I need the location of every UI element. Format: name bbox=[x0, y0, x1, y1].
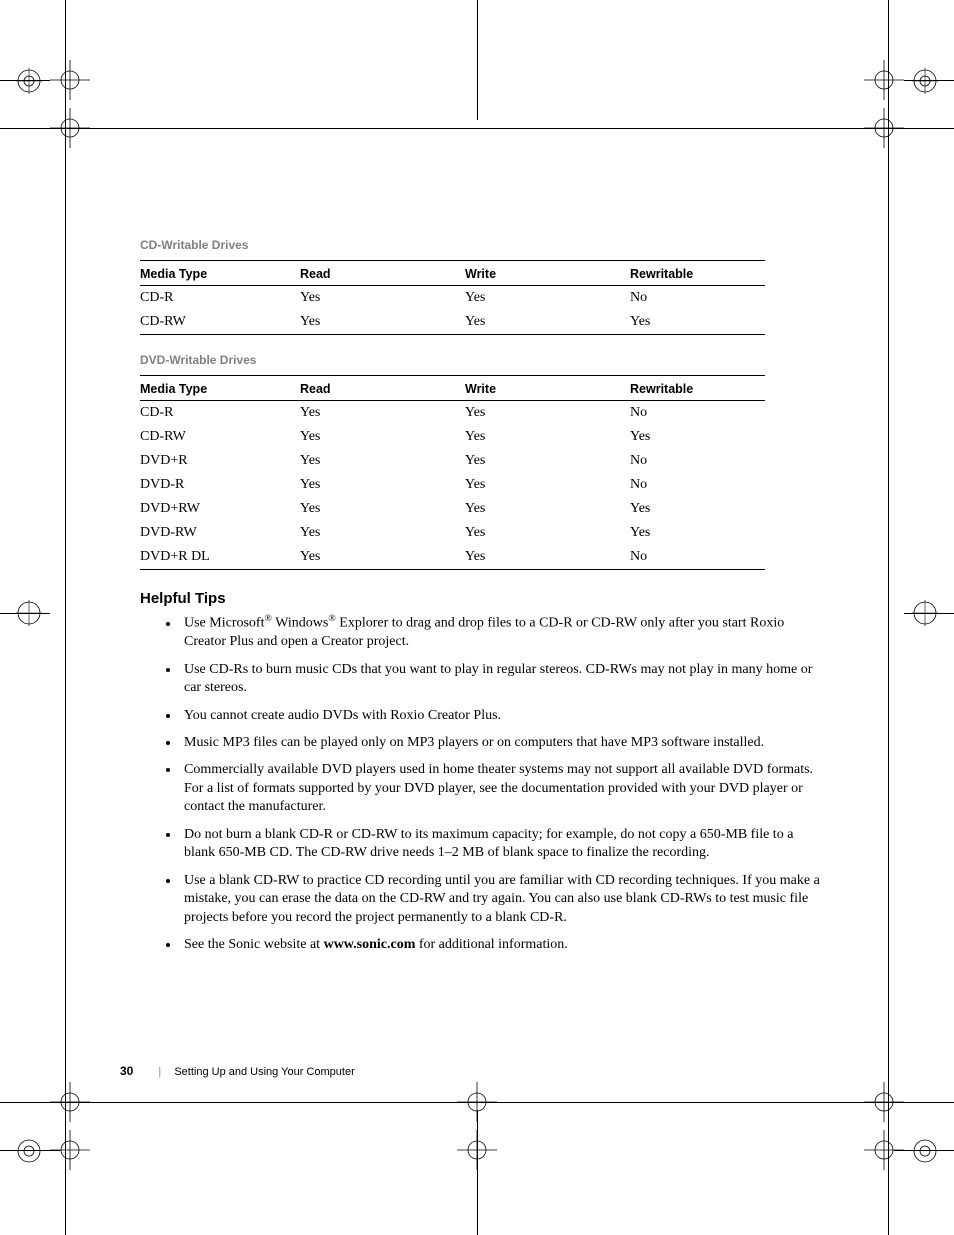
table-cell: Yes bbox=[630, 310, 765, 335]
tip-item: Use CD-Rs to burn music CDs that you wan… bbox=[180, 661, 820, 698]
page-number: 30 bbox=[120, 1064, 133, 1078]
crop-line bbox=[0, 1102, 954, 1103]
crop-line bbox=[904, 80, 954, 81]
tip-item: Do not burn a blank CD-R or CD-RW to its… bbox=[180, 826, 820, 863]
crop-line bbox=[0, 613, 50, 614]
table-row: DVD-RWYesYesYes bbox=[140, 521, 765, 545]
table-cell: Yes bbox=[300, 449, 465, 473]
cd-writable-table: Media Type Read Write Rewritable CD-RYes… bbox=[140, 260, 765, 335]
table-cell: Yes bbox=[630, 425, 765, 449]
table-header: Media Type bbox=[140, 261, 300, 286]
registration-mark-icon bbox=[912, 1138, 938, 1164]
table-cell: Yes bbox=[630, 497, 765, 521]
table-cell: Yes bbox=[300, 425, 465, 449]
tip-item: You cannot create audio DVDs with Roxio … bbox=[180, 707, 820, 725]
table-cell: Yes bbox=[300, 286, 465, 311]
table-cell: Yes bbox=[465, 521, 630, 545]
dvd-writable-table: Media Type Read Write Rewritable CD-RYes… bbox=[140, 375, 765, 570]
table-cell: No bbox=[630, 401, 765, 426]
table-header: Read bbox=[300, 376, 465, 401]
table-cell: Yes bbox=[465, 286, 630, 311]
table-cell: CD-RW bbox=[140, 425, 300, 449]
table-cell: Yes bbox=[300, 473, 465, 497]
crop-line bbox=[477, 0, 478, 120]
tip-item: Music MP3 files can be played only on MP… bbox=[180, 734, 820, 752]
footer-section-title: Setting Up and Using Your Computer bbox=[174, 1066, 354, 1078]
table-title-cd: CD-Writable Drives bbox=[140, 238, 820, 252]
table-cell: DVD+R bbox=[140, 449, 300, 473]
cross-mark-icon bbox=[50, 60, 90, 100]
table-cell: CD-R bbox=[140, 286, 300, 311]
table-row: DVD+R DLYesYesNo bbox=[140, 545, 765, 570]
table-row: CD-RYesYesNo bbox=[140, 401, 765, 426]
table-header: Read bbox=[300, 261, 465, 286]
table-row: DVD+RYesYesNo bbox=[140, 449, 765, 473]
table-row: DVD+RWYesYesYes bbox=[140, 497, 765, 521]
table-header: Rewritable bbox=[630, 261, 765, 286]
table-header: Rewritable bbox=[630, 376, 765, 401]
table-cell: DVD-R bbox=[140, 473, 300, 497]
table-cell: DVD-RW bbox=[140, 521, 300, 545]
table-row: CD-RWYesYesYes bbox=[140, 425, 765, 449]
page-content: CD-Writable Drives Media Type Read Write… bbox=[140, 220, 820, 964]
registration-mark-icon bbox=[912, 68, 938, 94]
tip-item: Use a blank CD-RW to practice CD recordi… bbox=[180, 872, 820, 927]
crop-line bbox=[904, 613, 954, 614]
tip-item: Use Microsoft® Windows® Explorer to drag… bbox=[180, 613, 820, 652]
crop-line bbox=[0, 80, 50, 81]
table-cell: CD-RW bbox=[140, 310, 300, 335]
document-page: CD-Writable Drives Media Type Read Write… bbox=[0, 0, 954, 1235]
table-cell: Yes bbox=[300, 310, 465, 335]
table-cell: No bbox=[630, 449, 765, 473]
table-cell: Yes bbox=[465, 497, 630, 521]
table-cell: Yes bbox=[465, 401, 630, 426]
tips-list: Use Microsoft® Windows® Explorer to drag… bbox=[140, 613, 820, 955]
crop-line bbox=[888, 0, 889, 1235]
table-header: Write bbox=[465, 376, 630, 401]
table-cell: CD-R bbox=[140, 401, 300, 426]
table-row: CD-RYesYesNo bbox=[140, 286, 765, 311]
table-row: DVD-RYesYesNo bbox=[140, 473, 765, 497]
registration-mark-icon bbox=[16, 1138, 42, 1164]
table-title-dvd: DVD-Writable Drives bbox=[140, 353, 820, 367]
table-cell: Yes bbox=[300, 545, 465, 570]
cross-mark-icon bbox=[864, 60, 904, 100]
footer-separator: | bbox=[158, 1066, 161, 1078]
table-cell: Yes bbox=[300, 521, 465, 545]
table-cell: Yes bbox=[465, 449, 630, 473]
table-cell: Yes bbox=[465, 545, 630, 570]
crop-line bbox=[894, 1150, 954, 1151]
table-cell: Yes bbox=[465, 425, 630, 449]
page-footer: 30 | Setting Up and Using Your Computer bbox=[120, 1064, 355, 1078]
table-cell: Yes bbox=[465, 310, 630, 335]
tip-item: See the Sonic website at www.sonic.com f… bbox=[180, 936, 820, 954]
table-cell: DVD+RW bbox=[140, 497, 300, 521]
crop-line bbox=[65, 0, 66, 1235]
tip-item: Commercially available DVD players used … bbox=[180, 761, 820, 816]
table-header: Media Type bbox=[140, 376, 300, 401]
table-cell: Yes bbox=[300, 497, 465, 521]
table-cell: DVD+R DL bbox=[140, 545, 300, 570]
table-cell: Yes bbox=[300, 401, 465, 426]
table-cell: Yes bbox=[465, 473, 630, 497]
table-cell: No bbox=[630, 473, 765, 497]
table-cell: No bbox=[630, 286, 765, 311]
table-cell: Yes bbox=[630, 521, 765, 545]
table-header: Write bbox=[465, 261, 630, 286]
registration-mark-icon bbox=[16, 68, 42, 94]
crop-line bbox=[0, 1150, 60, 1151]
table-cell: No bbox=[630, 545, 765, 570]
crop-line bbox=[0, 128, 954, 129]
helpful-tips-heading: Helpful Tips bbox=[140, 590, 820, 607]
table-row: CD-RWYesYesYes bbox=[140, 310, 765, 335]
crop-line bbox=[477, 1110, 478, 1235]
